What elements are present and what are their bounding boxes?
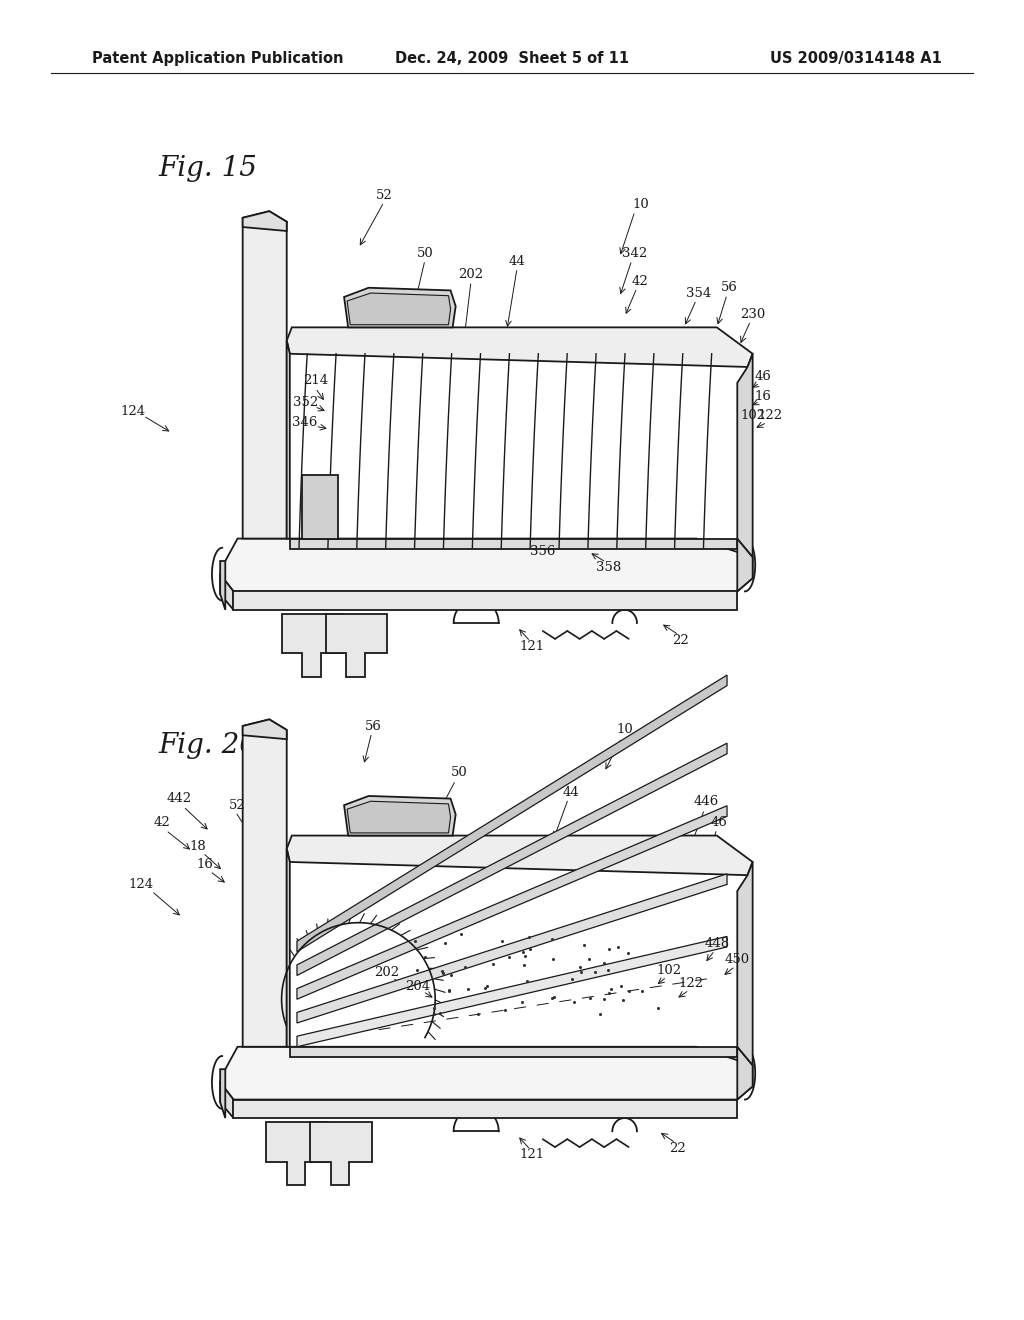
Circle shape <box>286 627 298 640</box>
Polygon shape <box>737 539 753 591</box>
Text: 16: 16 <box>197 858 213 871</box>
Polygon shape <box>220 539 753 591</box>
Circle shape <box>256 760 270 774</box>
Polygon shape <box>737 1047 753 1100</box>
Polygon shape <box>302 475 338 539</box>
Polygon shape <box>344 288 456 327</box>
Polygon shape <box>220 1047 753 1100</box>
Polygon shape <box>243 719 287 1047</box>
Circle shape <box>330 627 342 640</box>
Text: Fig. 15: Fig. 15 <box>159 156 258 182</box>
Polygon shape <box>310 1122 372 1185</box>
Text: 450: 450 <box>725 953 750 966</box>
Circle shape <box>314 1135 327 1148</box>
Polygon shape <box>220 574 233 610</box>
Text: 446: 446 <box>694 795 719 808</box>
Polygon shape <box>290 539 737 549</box>
Text: 124: 124 <box>121 405 145 418</box>
Polygon shape <box>737 862 753 1065</box>
Text: 230: 230 <box>740 308 765 321</box>
Text: 122: 122 <box>758 409 782 422</box>
Polygon shape <box>290 1047 737 1057</box>
Text: 122: 122 <box>679 977 703 990</box>
Polygon shape <box>220 1082 233 1118</box>
Text: 346: 346 <box>293 416 317 429</box>
Text: 204: 204 <box>406 979 430 993</box>
Text: 42: 42 <box>632 275 648 288</box>
Text: 42: 42 <box>154 816 170 829</box>
Text: 16: 16 <box>755 389 771 403</box>
Text: 102: 102 <box>740 409 765 422</box>
Text: 46: 46 <box>755 370 771 383</box>
Text: 442: 442 <box>167 792 191 805</box>
Text: 44: 44 <box>509 255 525 268</box>
Polygon shape <box>347 801 451 833</box>
Text: 448: 448 <box>705 937 729 950</box>
Polygon shape <box>287 849 290 1047</box>
Text: 202: 202 <box>459 268 483 281</box>
Polygon shape <box>287 327 753 367</box>
Text: 342: 342 <box>623 247 647 260</box>
Text: 121: 121 <box>520 640 545 653</box>
Circle shape <box>270 1135 283 1148</box>
Polygon shape <box>243 211 287 539</box>
Text: 124: 124 <box>129 878 154 891</box>
Polygon shape <box>297 874 727 1023</box>
Text: 52: 52 <box>376 189 392 202</box>
Polygon shape <box>737 354 753 557</box>
Text: 18: 18 <box>189 840 206 853</box>
Text: 214: 214 <box>303 374 328 387</box>
Text: 50: 50 <box>417 247 433 260</box>
Text: 52: 52 <box>229 799 246 812</box>
Text: US 2009/0314148 A1: US 2009/0314148 A1 <box>770 51 942 66</box>
Text: 352: 352 <box>293 396 317 409</box>
Text: 22: 22 <box>670 1142 686 1155</box>
Text: 356: 356 <box>530 545 555 558</box>
Polygon shape <box>220 1069 225 1118</box>
Polygon shape <box>287 341 290 539</box>
Polygon shape <box>233 1100 737 1118</box>
Polygon shape <box>344 796 456 836</box>
Text: 44: 44 <box>563 785 580 799</box>
Polygon shape <box>243 211 287 231</box>
Text: Dec. 24, 2009  Sheet 5 of 11: Dec. 24, 2009 Sheet 5 of 11 <box>395 51 629 66</box>
Polygon shape <box>297 743 727 975</box>
Text: 354: 354 <box>686 286 711 300</box>
Text: 121: 121 <box>520 1148 545 1162</box>
Polygon shape <box>220 561 225 610</box>
Polygon shape <box>243 719 287 739</box>
Text: 202: 202 <box>375 966 399 979</box>
Text: 56: 56 <box>721 281 737 294</box>
Polygon shape <box>297 805 727 999</box>
Polygon shape <box>297 936 727 1047</box>
Text: 10: 10 <box>633 198 649 211</box>
Text: Fig. 20: Fig. 20 <box>159 733 258 759</box>
Polygon shape <box>347 293 451 325</box>
Text: 46: 46 <box>711 816 727 829</box>
Text: 56: 56 <box>366 719 382 733</box>
Polygon shape <box>326 614 387 677</box>
Text: 10: 10 <box>616 723 633 737</box>
Text: Patent Application Publication: Patent Application Publication <box>92 51 344 66</box>
Polygon shape <box>233 591 737 610</box>
Text: 50: 50 <box>451 766 467 779</box>
Text: 22: 22 <box>673 634 689 647</box>
Text: 358: 358 <box>596 561 621 574</box>
Circle shape <box>265 252 280 265</box>
Text: 102: 102 <box>656 964 681 977</box>
Polygon shape <box>282 614 343 677</box>
Polygon shape <box>297 675 727 952</box>
Polygon shape <box>287 836 753 875</box>
Polygon shape <box>266 1122 328 1185</box>
Circle shape <box>252 242 266 255</box>
